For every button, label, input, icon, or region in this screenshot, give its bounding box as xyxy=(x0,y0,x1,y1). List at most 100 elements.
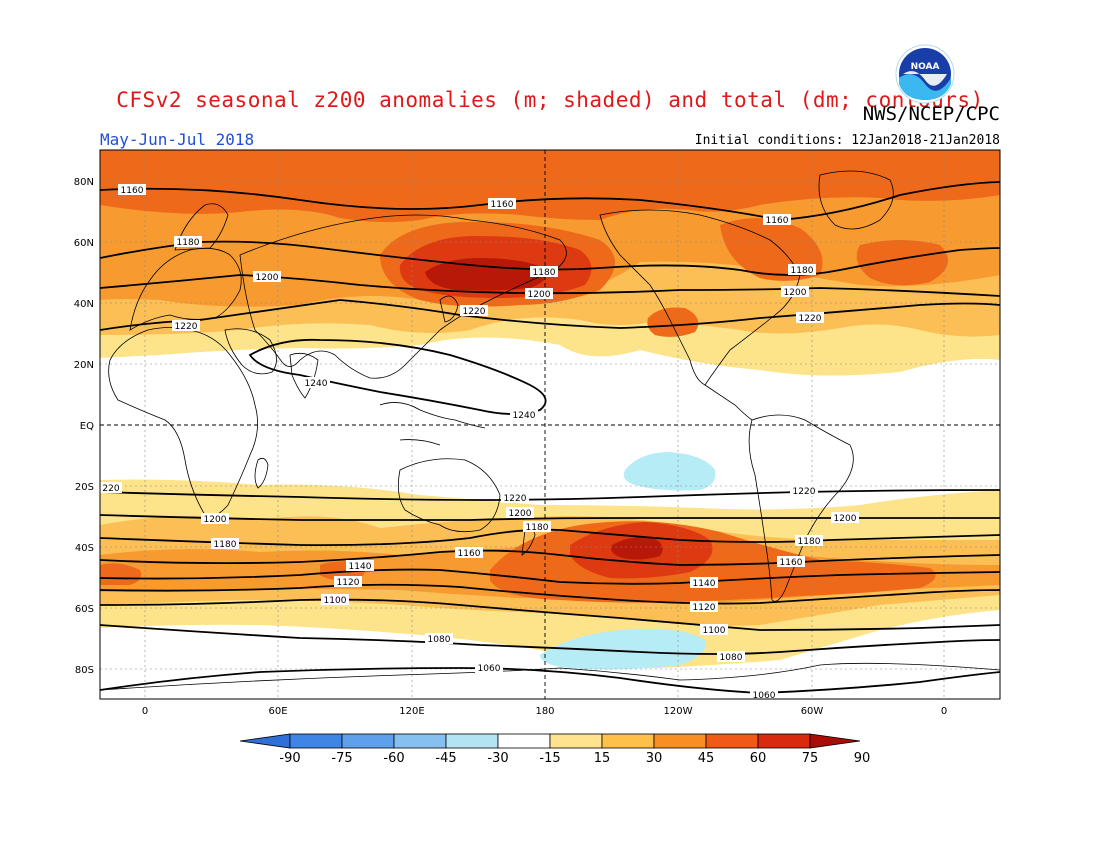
lon-label: 60W xyxy=(801,706,824,717)
contour-label: 1120 xyxy=(334,576,362,588)
contour-label: 1180 xyxy=(795,535,823,547)
lon-label: 120W xyxy=(664,706,693,717)
map-frame xyxy=(99,149,1001,700)
equator-and-dateline xyxy=(100,150,1000,699)
anomaly-blob-neg-15b xyxy=(540,628,706,670)
svg-text:1180: 1180 xyxy=(798,537,821,547)
svg-text:1060: 1060 xyxy=(753,691,776,701)
svg-text:1200: 1200 xyxy=(834,514,857,524)
contour-label: 1160 xyxy=(777,556,805,568)
anomaly-blob-sh-90 xyxy=(611,536,663,560)
south-america-coast xyxy=(748,414,854,602)
svg-text:1080: 1080 xyxy=(428,635,451,645)
colorbar-label: 30 xyxy=(646,751,663,766)
season-label: May-Jun-Jul 2018 xyxy=(100,130,255,149)
colorbar-label: 15 xyxy=(594,751,611,766)
svg-text:1220: 1220 xyxy=(793,487,816,497)
contour-label: 1100 xyxy=(321,594,349,606)
se-asia-islands xyxy=(379,402,486,446)
contour-1060-sh xyxy=(100,667,1000,694)
svg-text:1180: 1180 xyxy=(526,523,549,533)
colorbar-right-arrow xyxy=(809,733,861,749)
lon-label: 60E xyxy=(268,706,287,717)
anomaly-blob-sh-60a xyxy=(100,563,142,585)
anomaly-blob-nh-90 xyxy=(425,258,547,291)
svg-text:1120: 1120 xyxy=(693,603,716,613)
colorbar-label: 90 xyxy=(854,751,871,766)
svg-text:1240: 1240 xyxy=(513,411,536,421)
svg-text:1180: 1180 xyxy=(177,238,200,248)
svg-text:1160: 1160 xyxy=(121,186,144,196)
chart-title: CFSv2 seasonal z200 anomalies (m; shaded… xyxy=(116,88,984,112)
colorbar-label: -75 xyxy=(331,751,352,766)
svg-text:1160: 1160 xyxy=(458,549,481,559)
contour-label: 1180 xyxy=(174,236,202,248)
svg-text:1160: 1160 xyxy=(491,200,514,210)
lat-label: 80S xyxy=(75,665,94,676)
colorbar-label: -60 xyxy=(383,751,404,766)
contour-label: 1160 xyxy=(118,184,146,196)
lat-label: 40N xyxy=(74,299,94,310)
contour-label: 1220 xyxy=(790,485,818,497)
svg-text:1200: 1200 xyxy=(528,290,551,300)
svg-text:1200: 1200 xyxy=(204,515,227,525)
lat-label: 20N xyxy=(74,360,94,371)
contour-label: 1220 xyxy=(460,305,488,317)
svg-text:1200: 1200 xyxy=(256,273,279,283)
svg-text:1100: 1100 xyxy=(324,596,347,606)
contour-label: 1200 xyxy=(525,288,553,300)
latitude-labels: 80N 60N 40N 20N EQ 20S 40S 60S 80S xyxy=(74,177,94,676)
contour-1160-sh xyxy=(100,549,1000,566)
svg-text:1200: 1200 xyxy=(509,509,532,519)
noaa-logo-icon: NOAA xyxy=(895,44,955,104)
svg-text:1180: 1180 xyxy=(533,268,556,278)
antarctica-coast xyxy=(100,662,1000,691)
lat-label: 60N xyxy=(74,238,94,249)
contour-label: 1080 xyxy=(425,633,453,645)
agency-label: NWS/NCEP/CPC xyxy=(862,103,1000,125)
central-america-coast xyxy=(704,384,753,421)
svg-text:1120: 1120 xyxy=(337,578,360,588)
colorbar-swatch xyxy=(757,733,811,749)
initial-conditions-label: Initial conditions: 12Jan2018-21Jan2018 xyxy=(694,133,1000,148)
anomaly-shading xyxy=(100,150,1000,699)
contour-label: 1160 xyxy=(455,547,483,559)
colorbar-label: 75 xyxy=(802,751,819,766)
contour-1140-sh xyxy=(100,568,1000,585)
contour-label: 1120 xyxy=(690,601,718,613)
contour-1180-sh xyxy=(100,528,1000,547)
svg-text:1160: 1160 xyxy=(780,558,803,568)
contour-1100-sh xyxy=(100,598,1000,631)
lon-label: 120E xyxy=(399,706,424,717)
colorbar-label: -30 xyxy=(487,751,508,766)
contour-label: 1200 xyxy=(201,513,229,525)
contour-label: 1080 xyxy=(717,651,745,663)
contour-label: 1160 xyxy=(763,214,791,226)
colorbar-label: -90 xyxy=(279,751,300,766)
lon-label: 0 xyxy=(142,706,148,717)
svg-text:1060: 1060 xyxy=(478,664,501,674)
contour-1220-nh xyxy=(100,299,1000,331)
colorbar-left-arrow xyxy=(239,733,291,749)
contour-label: 1240 xyxy=(510,409,538,421)
colorbar-swatch xyxy=(289,733,343,749)
contour-label: 1200 xyxy=(253,271,281,283)
contour-label: 1200 xyxy=(831,512,859,524)
lon-label: 0 xyxy=(941,706,947,717)
colorbar-label: 45 xyxy=(698,751,715,766)
contour-1180-nh xyxy=(100,240,1000,276)
contour-1120-sh xyxy=(100,583,1000,605)
lat-label: EQ xyxy=(80,421,94,432)
contour-label: 1240 xyxy=(302,377,330,389)
svg-text:1220: 1220 xyxy=(463,307,486,317)
contour-label: 1060 xyxy=(750,689,778,701)
svg-text:220: 220 xyxy=(102,484,119,494)
north-america-coast xyxy=(599,209,801,386)
colorbar-swatch xyxy=(393,733,447,749)
colorbar-label: -15 xyxy=(539,751,560,766)
japan-coast xyxy=(439,295,459,323)
colorbar-label: 60 xyxy=(750,751,767,766)
lat-label: 40S xyxy=(75,543,94,554)
svg-text:1160: 1160 xyxy=(766,216,789,226)
colorbar-swatch xyxy=(601,733,655,749)
